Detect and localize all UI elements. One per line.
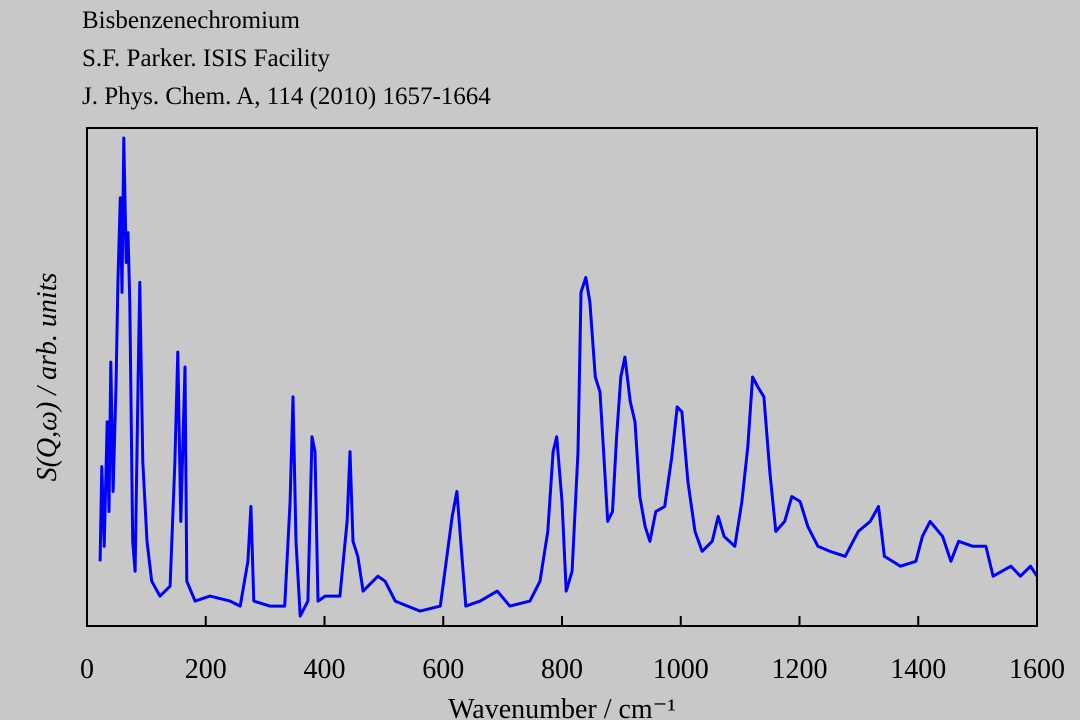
x-tick-label: 1600 (1009, 654, 1065, 685)
title-line: S.F. Parker. ISIS Facility (82, 45, 331, 72)
x-tick-label: 1200 (772, 654, 828, 685)
title-line: Bisbenzenechromium (82, 7, 301, 34)
x-tick-label: 1400 (890, 654, 946, 685)
x-tick-label: 600 (422, 654, 464, 685)
x-tick-label: 800 (541, 654, 583, 685)
plot-frame (86, 127, 1038, 627)
x-axis-label: Wavenumber / cm⁻¹ (448, 694, 676, 720)
spectrum-line (98, 136, 1039, 618)
x-tick-label: 0 (80, 654, 94, 685)
y-axis-label: S(Q,ω) / arb. units (32, 273, 63, 482)
x-tick-label: 400 (304, 654, 346, 685)
x-tick-label: 1000 (653, 654, 709, 685)
x-tick-label: 200 (185, 654, 227, 685)
title-line: J. Phys. Chem. A, 114 (2010) 1657-1664 (82, 83, 491, 110)
